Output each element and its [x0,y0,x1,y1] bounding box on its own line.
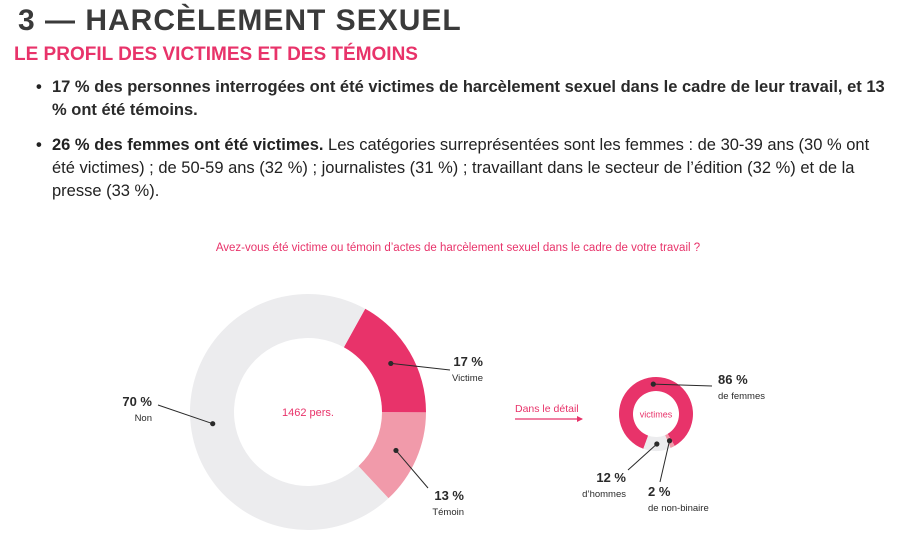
main-donut-labels: 17 % Victime 13 % Témoin 70 % Non [122,354,483,518]
femmes-value: 86 % [718,372,748,387]
non-value: 70 % [122,394,152,409]
page-title: 3 — HARCÈLEMENT SEXUEL [18,4,462,37]
temoin-label: Témoin [432,507,464,518]
victime-label: Victime [452,373,483,384]
temoin-marker [393,447,399,454]
femmes-leader [653,383,713,387]
hommes-label: d’hommes [582,489,626,500]
finding-2: • 26 % des femmes ont été victimes. Les … [36,134,896,203]
bullet-dot: • [36,78,42,96]
main-center-label: 1462 pers. [282,407,334,419]
detail-donut-labels: 86 % de femmes 2 % de non-binaire 12 % d’homm… [582,372,765,514]
slice-victime [343,308,426,413]
main-donut-chart: 1462 pers. [190,294,426,530]
chart-question: Avez-vous été victime ou témoin d’actes … [215,242,701,254]
hommes-value: 12 % [596,470,626,485]
non-binaire-leader [659,440,671,483]
detail-donut-chart: victimes [619,377,694,451]
finding-1-text: 17 % des personnes interrogées ont été v… [52,78,885,119]
detail-center-label: victimes [640,410,673,420]
non-marker [210,421,216,427]
temoin-leader [395,450,429,489]
victime-marker [388,360,394,367]
victime-leader [390,362,451,371]
non-label: Non [135,413,152,424]
detail-label: Dans le détail [515,403,579,415]
key-findings: • 17 % des personnes interrogées ont été… [36,76,896,215]
temoin-value: 13 % [434,488,464,503]
non-binaire-label: de non-binaire [648,503,709,514]
slice-temoin [358,412,426,499]
victime-value: 17 % [453,354,483,369]
non-leader [157,404,213,425]
hommes-marker [654,441,660,447]
finding-1: • 17 % des personnes interrogées ont été… [36,76,896,122]
finding-2-text: Les catégories surreprésentées sont les … [52,136,870,200]
slice-non [190,294,389,530]
detail-arrow-head-icon [577,416,583,422]
hommes-leader [627,443,658,471]
page-subtitle: LE PROFIL DES VICTIMES ET DES TÉMOINS [14,44,418,65]
bullet-dot: • [36,136,42,154]
femmes-label: de femmes [718,391,765,402]
femmes-marker [650,381,656,387]
finding-2-highlight: 26 % des femmes ont été victimes. [52,136,324,154]
non-binaire-value: 2 % [648,484,671,499]
slice-de-femmes [619,377,694,449]
non-binaire-marker [666,438,673,444]
